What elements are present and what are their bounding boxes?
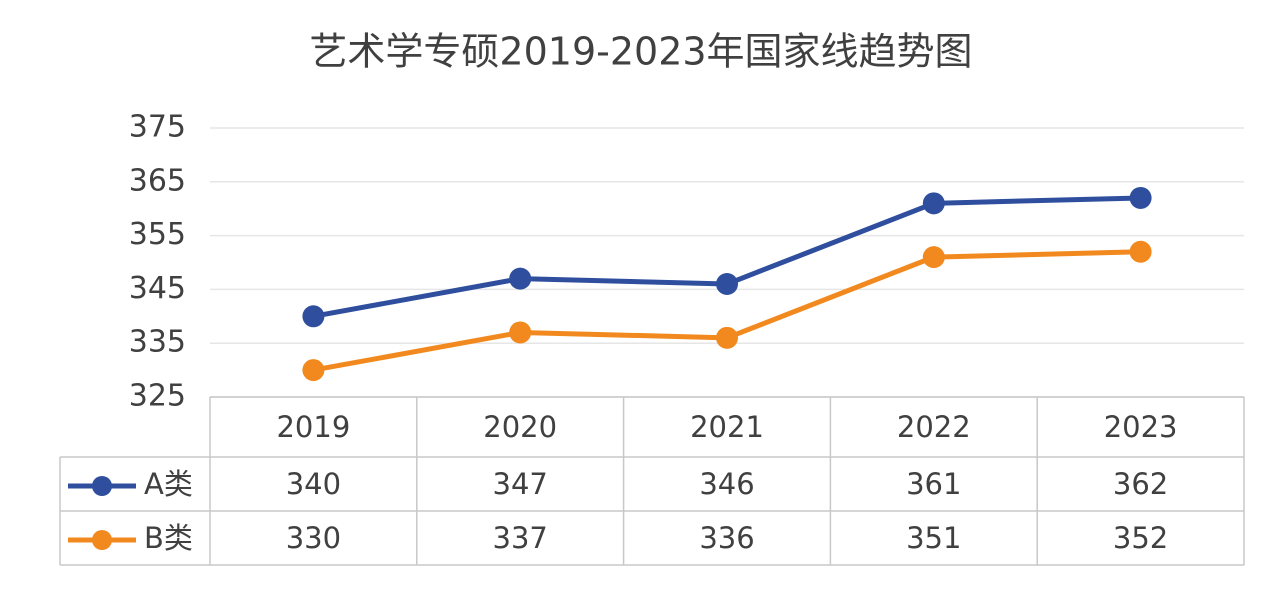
data-label: 337 [493,521,548,555]
x-tick-label: 2020 [483,410,557,444]
chart-title: 艺术学专硕2019-2023年国家线趋势图 [309,30,972,74]
marker [302,359,325,382]
y-tick-label: 355 [129,217,186,252]
x-tick-label: 2019 [276,410,350,444]
data-label: 346 [699,467,754,501]
x-tick-label: 2022 [897,410,971,444]
data-label: 351 [906,521,961,555]
legend-marker [92,476,112,496]
marker [716,326,738,349]
marker [1129,240,1152,263]
y-tick-label: 375 [129,110,186,145]
data-label: 362 [1113,467,1168,501]
x-tick-label: 2021 [690,410,764,444]
data-label: 340 [286,467,341,501]
marker [509,321,532,344]
marker [509,267,532,290]
marker [922,246,945,269]
y-tick-label: 335 [129,325,186,360]
y-tick-label: 365 [129,163,186,198]
legend-marker [92,530,112,550]
data-label: 352 [1113,521,1168,555]
data-label: 361 [906,467,961,501]
data-label: 330 [286,521,341,555]
marker [1129,186,1152,209]
marker [302,305,325,328]
legend-label: B类 [144,521,193,555]
marker [716,273,738,296]
data-label: 336 [699,521,754,555]
x-tick-label: 2023 [1104,410,1178,444]
y-tick-label: 325 [129,379,186,414]
marker [922,192,945,215]
y-tick-label: 345 [129,271,186,306]
legend-label: A类 [144,467,193,501]
data-label: 347 [493,467,548,501]
